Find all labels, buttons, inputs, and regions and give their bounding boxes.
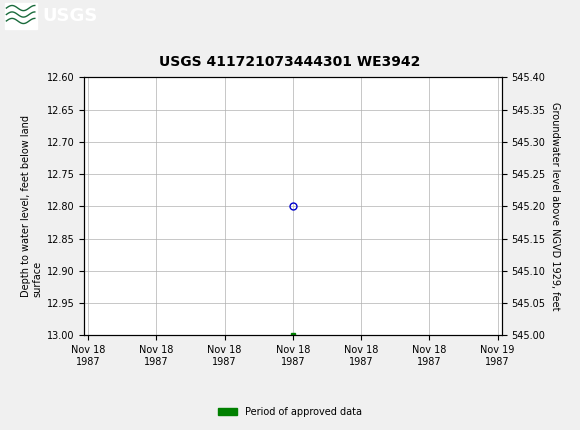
Text: USGS 411721073444301 WE3942: USGS 411721073444301 WE3942 xyxy=(160,55,420,69)
Legend: Period of approved data: Period of approved data xyxy=(214,403,366,421)
Bar xyxy=(5,3,37,29)
Text: USGS: USGS xyxy=(42,7,97,25)
Y-axis label: Depth to water level, feet below land
surface: Depth to water level, feet below land su… xyxy=(21,115,42,298)
Y-axis label: Groundwater level above NGVD 1929, feet: Groundwater level above NGVD 1929, feet xyxy=(550,102,560,310)
